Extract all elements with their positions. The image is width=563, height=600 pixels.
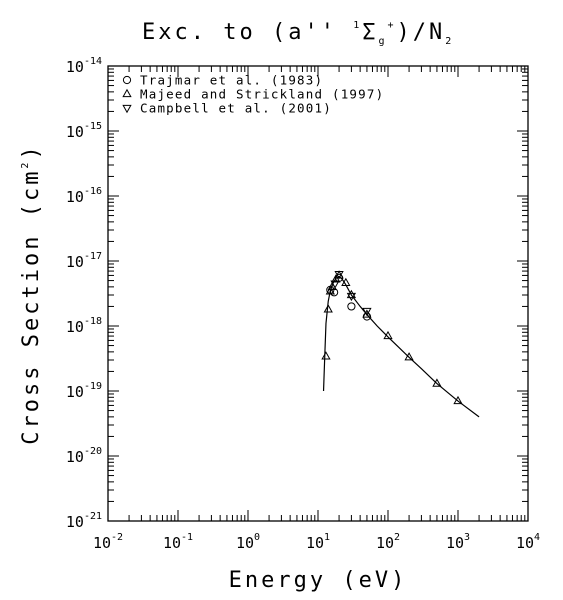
data-point-triangle-up xyxy=(331,274,341,283)
data-point-triangle-up xyxy=(346,289,357,299)
data-point-triangle-up xyxy=(341,277,351,287)
fit-curve-line xyxy=(322,275,480,418)
data-point-triangle-up xyxy=(404,352,414,361)
x-axis-label: Energy (eV) xyxy=(229,568,408,593)
y-tick-labels: 10-21 10-20 10-19 10-18 10-17 10-16 10-15 10-14 xyxy=(66,56,102,531)
legend-entry-label: Majeed and Strickland (1997) xyxy=(140,87,384,102)
x-tick-label: 104 xyxy=(516,532,540,552)
plot-frame xyxy=(107,65,529,522)
data-point-circle xyxy=(330,288,339,297)
x-tick-label: 101 xyxy=(306,532,330,552)
data-point-triangle-up xyxy=(321,351,331,360)
y-tick-label: 10-20 xyxy=(66,446,102,466)
chart-title: Exc. to (a'' 1Σg+)/N2 xyxy=(142,20,454,47)
legend-entry-label: Campbell et al. (2001) xyxy=(140,101,332,116)
x-tick-label: 103 xyxy=(446,532,470,552)
x-tick-label: 10-1 xyxy=(163,532,193,552)
x-tick-labels: 10-2 10-1 100 101 102 103 104 xyxy=(93,532,540,552)
data-point-triangle-up xyxy=(453,395,463,405)
data-point-triangle-up xyxy=(323,304,333,313)
data-point-triangle-down xyxy=(346,292,357,302)
legend-marker-triangle-down xyxy=(122,104,132,114)
legend-marker-triangle-up xyxy=(122,88,132,98)
y-tick-label: 10-19 xyxy=(66,381,102,401)
legend-marker-circle xyxy=(122,75,132,85)
data-point-circle xyxy=(347,302,356,311)
y-tick-label: 10-15 xyxy=(66,121,102,141)
x-tick-label: 102 xyxy=(376,532,400,552)
data-point-triangle-up xyxy=(325,286,335,295)
x-tick-label: 10-2 xyxy=(93,532,123,552)
y-tick-label: 10-14 xyxy=(66,56,102,76)
data-point-triangle-down xyxy=(334,270,344,280)
legend-entry-label: Trajmar et al. (1983) xyxy=(140,73,323,88)
y-tick-label: 10-16 xyxy=(66,186,102,206)
fit-curve xyxy=(322,275,480,418)
y-axis-label: Cross Section (cm2) xyxy=(19,143,44,444)
y-tick-label: 10-21 xyxy=(66,511,102,531)
x-tick-label: 100 xyxy=(236,532,260,552)
data-point-triangle-down xyxy=(362,307,372,317)
data-point-triangle-down xyxy=(330,280,340,289)
data-point-triangle-up xyxy=(432,378,442,387)
y-tick-label: 10-18 xyxy=(66,316,102,336)
data-point-triangle-up xyxy=(362,309,372,318)
data-markers xyxy=(321,270,463,405)
axis-ticks xyxy=(107,65,529,522)
legend: Trajmar et al. (1983)Majeed and Strickla… xyxy=(122,73,384,116)
data-point-triangle-up xyxy=(383,330,393,340)
y-tick-label: 10-17 xyxy=(66,251,102,271)
